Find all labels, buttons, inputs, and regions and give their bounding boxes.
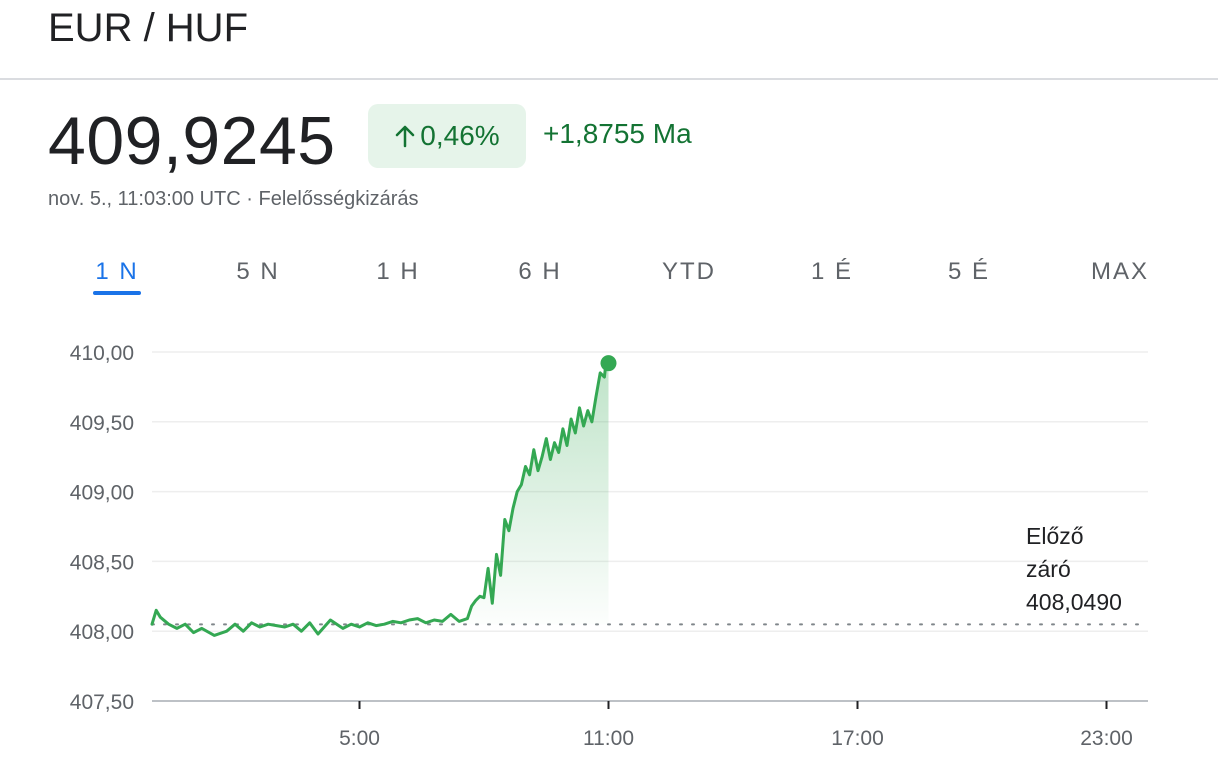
previous-close-label-line2: záró: [1026, 556, 1071, 582]
tab-6-months[interactable]: 6 H: [518, 258, 562, 285]
current-price: 409,9245: [48, 103, 336, 179]
price-chart[interactable]: 410,00 409,50 409,00 408,50 408,00 407,50 5:0…: [0, 320, 1218, 760]
x-tick-label: 5:00: [339, 727, 380, 750]
price-line: [150, 357, 610, 637]
previous-close-value: 408,0490: [1026, 589, 1122, 615]
separator: ·: [240, 188, 259, 210]
y-tick-label: 409,00: [70, 482, 134, 505]
change-percent: 0,46%: [420, 120, 500, 151]
x-tick-label: 23:00: [1080, 727, 1133, 750]
y-tick-label: 408,00: [70, 621, 134, 644]
last-price-marker: [600, 355, 617, 372]
previous-close-label-line1: Előző: [1026, 523, 1084, 549]
tab-1-day[interactable]: 1 N: [95, 258, 139, 285]
y-tick-label: 409,50: [70, 412, 134, 435]
previous-close-annotation: Előző záró 408,0490: [1026, 520, 1122, 619]
change-percent-badge: 0,46%: [368, 104, 526, 168]
quote-timestamp: nov. 5., 11:03:00 UTC: [48, 188, 241, 210]
tab-5-years[interactable]: 5 É: [947, 258, 991, 285]
price-area-fill: [152, 359, 609, 636]
currency-pair-title: EUR / HUF: [48, 6, 248, 50]
range-tabs: 1 N 5 N 1 H 6 H YTD 1 É 5 É MAX: [0, 250, 1218, 300]
y-tick-label: 410,00: [70, 342, 134, 365]
tab-1-month[interactable]: 1 H: [376, 258, 420, 285]
x-tick-label: 17:00: [831, 727, 884, 750]
y-tick-label: 408,50: [70, 551, 134, 574]
arrow-up-icon: [396, 125, 415, 148]
tab-ytd[interactable]: YTD: [662, 258, 716, 285]
y-tick-label: 407,50: [70, 691, 134, 714]
tab-max[interactable]: MAX: [1090, 258, 1150, 285]
x-tick-label: 11:00: [583, 727, 634, 750]
active-tab-indicator: [93, 291, 141, 295]
header-bar: EUR / HUF: [0, 0, 1218, 80]
tab-1-year[interactable]: 1 É: [810, 258, 854, 285]
quote-timestamp-row: nov. 5., 11:03:00 UTC · Felelősségkizárá…: [48, 188, 419, 211]
disclaimer-link[interactable]: Felelősségkizárás: [258, 188, 419, 210]
change-absolute: +1,8755 Ma: [543, 118, 692, 149]
tab-5-days[interactable]: 5 N: [236, 258, 280, 285]
